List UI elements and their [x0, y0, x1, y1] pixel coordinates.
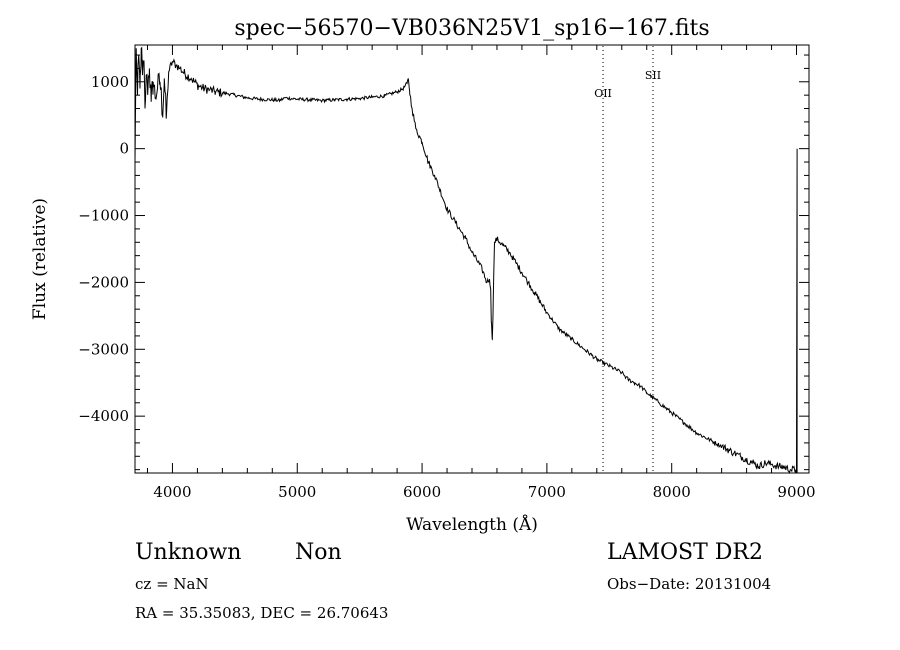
- y-tick-label: −2000: [78, 273, 129, 291]
- cz-value: cz = NaN: [135, 575, 209, 593]
- y-tick-label: −3000: [78, 340, 129, 358]
- y-tick-label: −4000: [78, 407, 129, 425]
- y-tick-label: 1000: [91, 73, 129, 91]
- x-tick-label: 8000: [653, 483, 691, 501]
- x-tick-label: 9000: [777, 483, 815, 501]
- line-annotations: OII SII: [594, 46, 661, 472]
- x-axis-label: Wavelength (Å): [406, 514, 538, 535]
- y-tick-label: −1000: [78, 207, 129, 225]
- axis-ticks: [135, 45, 809, 473]
- annotation-label: SII: [645, 69, 661, 82]
- y-axis-label: Flux (relative): [30, 198, 50, 320]
- class-label: Unknown: [135, 540, 242, 565]
- x-tick-label: 7000: [528, 483, 566, 501]
- y-tick-labels: 1000 0 −1000 −2000 −3000 −4000: [78, 73, 129, 425]
- x-tick-labels: 4000 5000 6000 7000 8000 9000: [153, 483, 815, 501]
- annotation-label: OII: [594, 87, 612, 100]
- obs-date: Obs−Date: 20131004: [607, 575, 772, 593]
- x-tick-label: 5000: [278, 483, 316, 501]
- chart-title: spec−56570−VB036N25V1_sp16−167.fits: [234, 16, 709, 41]
- x-tick-label: 6000: [403, 483, 441, 501]
- subclass-label: Non: [295, 540, 342, 565]
- x-tick-label: 4000: [153, 483, 191, 501]
- spectrum-line: [134, 46, 798, 475]
- ra-dec: RA = 35.35083, DEC = 26.70643: [135, 604, 389, 622]
- plot-frame: [134, 44, 810, 474]
- survey-label: LAMOST DR2: [607, 540, 763, 565]
- y-tick-label: 0: [119, 140, 129, 158]
